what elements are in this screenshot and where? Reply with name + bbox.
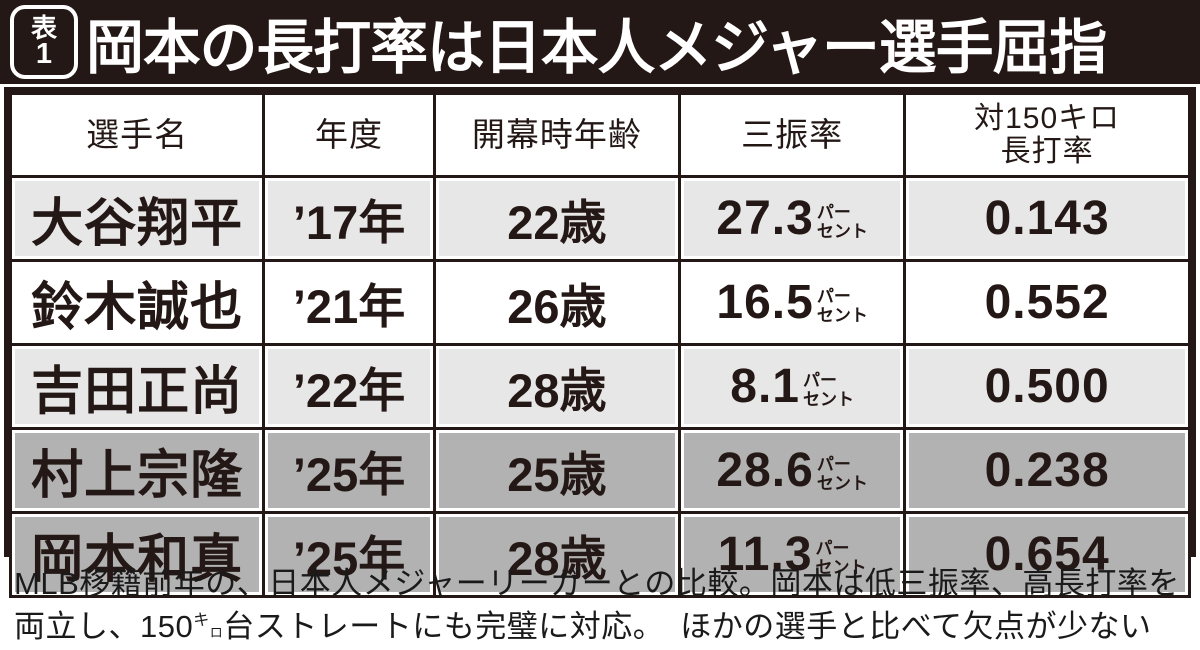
age-cell: 22歳 — [435, 178, 678, 259]
header-row: 選手名 年度 開幕時年齢 三振率 対150キロ 長打率 — [12, 95, 1188, 175]
percent-unit: パー セント — [817, 287, 868, 325]
player-name: 吉田正尚 — [12, 346, 263, 427]
strikeout-rate-cell: 16.5 パー セント — [680, 262, 904, 343]
header-age: 開幕時年齢 — [435, 95, 678, 175]
slugging-cell: 0.238 — [906, 430, 1188, 511]
table-number-badge: 表 1 — [10, 5, 78, 79]
percent-unit-top: パー — [802, 371, 837, 391]
player-name: 大谷翔平 — [12, 178, 263, 259]
header-strikeout-rate: 三振率 — [680, 95, 904, 175]
table-row-yoshida: 吉田正尚 ’22年 28歳 8.1 パー セント 0.500 — [12, 346, 1188, 427]
caption-line2: 両立し、150キロ台ストレートにも完璧に対応。 ほかの選手と比べて欠点が少ない — [14, 606, 1190, 649]
percent-unit: パー セント — [817, 203, 868, 241]
title-bar: 表 1 岡本の長打率は日本人メジャー選手屈指 — [0, 0, 1200, 84]
strikeout-rate-value: 11.3 — [717, 528, 813, 581]
percent-unit-bottom: セント — [816, 474, 868, 494]
player-name: 岡本和真 — [12, 514, 263, 595]
badge-label: 表 — [30, 12, 57, 43]
caption: MLB移籍前年の、日本人メジャーリーガーとの比較。岡本は低三振率、高長打率を 両… — [14, 563, 1190, 649]
percent-unit-bottom: セント — [816, 222, 868, 242]
percent-unit: パー セント — [816, 539, 867, 577]
strikeout-rate-value: 8.1 — [730, 360, 800, 413]
caption-line1: MLB移籍前年の、日本人メジャーリーガーとの比較。岡本は低三振率、高長打率を — [14, 566, 1180, 601]
slugging-cell: 0.500 — [906, 346, 1188, 427]
strikeout-rate-cell: 27.3 パー セント — [680, 178, 904, 259]
age-cell: 25歳 — [435, 430, 678, 511]
table-row-murakami: 村上宗隆 ’25年 25歳 28.6 パー セント 0.238 — [12, 430, 1188, 511]
strikeout-rate-value: 27.3 — [716, 192, 814, 245]
strikeout-rate-value: 28.6 — [716, 444, 814, 497]
player-name: 鈴木誠也 — [12, 262, 263, 343]
age-cell: 28歳 — [435, 346, 678, 427]
table-row-ohtani: 大谷翔平 ’17年 22歳 27.3 パー セント 0.143 — [12, 178, 1188, 259]
percent-unit-top: パー — [815, 539, 850, 559]
percent-unit-top: パー — [816, 203, 851, 223]
kilo-unit: キロ — [193, 606, 223, 649]
strikeout-rate-value: 16.5 — [716, 276, 814, 329]
year-cell: ’25年 — [265, 514, 433, 595]
year-cell: ’21年 — [265, 262, 433, 343]
header-player-name: 選手名 — [12, 95, 263, 175]
percent-unit-bottom: セント — [815, 558, 867, 578]
year-cell: ’17年 — [265, 178, 433, 259]
player-name: 村上宗隆 — [12, 430, 263, 511]
age-cell: 26歳 — [435, 262, 678, 343]
header-year: 年度 — [265, 95, 433, 175]
percent-unit-top: パー — [816, 287, 851, 307]
percent-unit: パー セント — [803, 371, 854, 409]
percent-unit-bottom: セント — [816, 306, 868, 326]
strikeout-rate-cell: 11.3 パー セント — [680, 514, 904, 595]
strikeout-rate-cell: 8.1 パー セント — [680, 346, 904, 427]
slugging-cell: 0.552 — [906, 262, 1188, 343]
stats-table: 選手名 年度 開幕時年齢 三振率 対150キロ 長打率 大谷翔平 ’17年 22… — [4, 87, 1196, 598]
percent-unit: パー セント — [817, 455, 868, 493]
percent-unit-bottom: セント — [802, 390, 854, 410]
kilo-unit-top: キ — [193, 611, 210, 629]
table-row-suzuki: 鈴木誠也 ’21年 26歳 16.5 パー セント 0.552 — [12, 262, 1188, 343]
slugging-cell: 0.143 — [906, 178, 1188, 259]
caption-line2-after: 台ストレートにも完璧に対応。 ほかの選手と比べて欠点が少ない — [223, 608, 1152, 644]
kilo-unit-bottom: ロ — [209, 624, 224, 640]
year-cell: ’22年 — [265, 346, 433, 427]
year-cell: ’25年 — [265, 430, 433, 511]
badge-number: 1 — [35, 37, 53, 70]
header-slugging-line1: 対150キロ — [974, 102, 1121, 135]
strikeout-rate-cell: 28.6 パー セント — [680, 430, 904, 511]
header-slugging-vs-150: 対150キロ 長打率 — [906, 95, 1188, 175]
percent-unit-top: パー — [816, 455, 851, 475]
header-slugging-line2: 長打率 — [1000, 135, 1094, 168]
page-title: 岡本の長打率は日本人メジャー選手屈指 — [86, 14, 1107, 81]
caption-line2-before: 両立し、150 — [14, 608, 194, 644]
stats-table-grid: 選手名 年度 開幕時年齢 三振率 対150キロ 長打率 大谷翔平 ’17年 22… — [9, 92, 1191, 598]
table-row-okamoto: 岡本和真 ’25年 28歳 11.3 パー セント 0.654 — [12, 514, 1188, 595]
slugging-cell: 0.654 — [906, 514, 1188, 595]
age-cell: 28歳 — [435, 514, 678, 595]
